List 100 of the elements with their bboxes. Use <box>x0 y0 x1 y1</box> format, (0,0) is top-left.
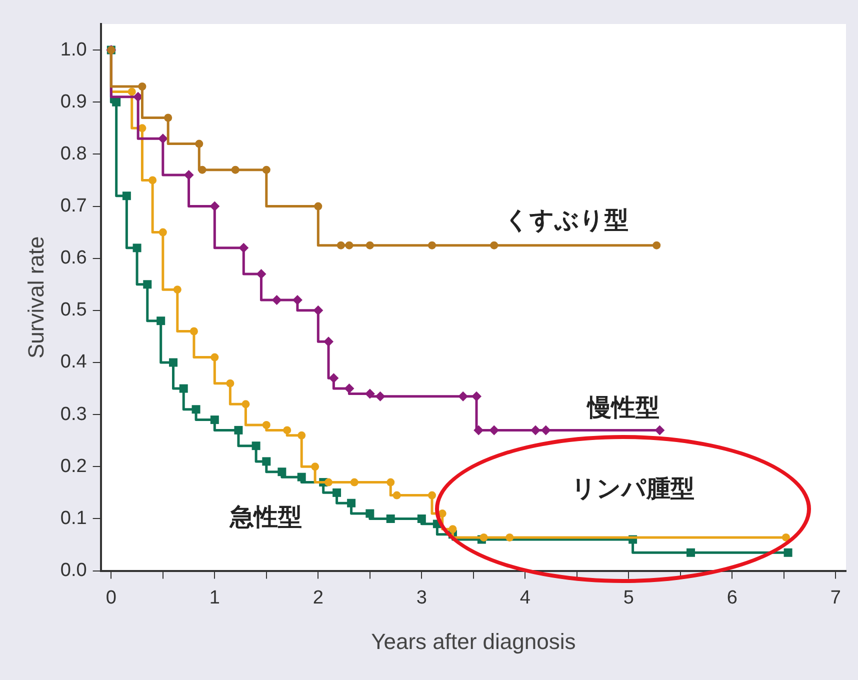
point <box>782 533 790 542</box>
point <box>332 488 342 497</box>
point <box>784 548 792 557</box>
point <box>184 170 194 180</box>
point <box>652 241 661 250</box>
point <box>364 388 375 399</box>
x-tick-label: 2 <box>312 587 324 608</box>
point <box>347 498 356 508</box>
series-label: リンパ腫型 <box>572 474 695 502</box>
point <box>190 327 198 336</box>
point <box>234 426 243 434</box>
point <box>272 295 282 306</box>
point <box>128 88 136 96</box>
series-label: 慢性型 <box>585 394 660 422</box>
point <box>298 431 306 440</box>
point <box>198 166 206 174</box>
y-tick-label: 0.3 <box>60 404 87 425</box>
point <box>530 425 541 436</box>
y-tick-label: 0.9 <box>60 91 87 112</box>
point <box>345 241 354 250</box>
point <box>148 176 157 184</box>
point <box>231 166 240 174</box>
point <box>242 400 250 408</box>
point <box>192 405 200 414</box>
y-tick-label: 0.7 <box>60 196 87 216</box>
y-tick-label: 0.8 <box>60 143 87 164</box>
point <box>292 295 302 306</box>
point <box>158 134 168 144</box>
y-axis-title: Survival rate <box>23 236 48 359</box>
point <box>458 391 468 402</box>
y-tick-label: 0.1 <box>60 508 87 529</box>
x-tick-label: 5 <box>623 587 634 608</box>
x-tick-label: 6 <box>726 587 738 608</box>
point <box>344 384 354 394</box>
point <box>283 426 292 434</box>
point <box>262 420 270 429</box>
y-tick-label: 1.0 <box>60 39 87 60</box>
point <box>112 98 121 106</box>
point <box>375 391 386 402</box>
x-tick-label: 7 <box>830 587 841 608</box>
x-tick-label: 1 <box>209 587 220 608</box>
point <box>474 425 484 436</box>
point <box>314 202 322 210</box>
point <box>156 316 166 326</box>
point <box>173 286 182 294</box>
point <box>252 442 260 450</box>
point <box>313 305 324 316</box>
point <box>386 514 395 523</box>
point <box>278 468 286 476</box>
point <box>210 416 219 424</box>
x-axis-title: Years after diagnosis <box>371 628 576 654</box>
x-tick-label: 3 <box>416 587 427 608</box>
point <box>169 358 178 367</box>
point <box>210 353 219 362</box>
point <box>324 478 333 486</box>
point <box>386 478 395 486</box>
point <box>392 491 401 500</box>
point <box>490 241 498 250</box>
point <box>366 509 374 518</box>
point <box>654 425 665 436</box>
point <box>179 384 188 393</box>
point <box>164 114 172 122</box>
point <box>210 201 220 212</box>
point <box>158 228 167 236</box>
y-tick-label: 0.5 <box>60 300 87 321</box>
point <box>238 242 249 253</box>
point <box>297 472 306 482</box>
point <box>480 533 488 542</box>
point <box>132 244 142 252</box>
x-tick-label: 4 <box>520 587 531 608</box>
point <box>122 192 131 200</box>
point <box>428 491 436 500</box>
point <box>506 533 514 542</box>
point <box>143 280 152 289</box>
series-label: 急性型 <box>229 502 302 531</box>
point <box>350 478 358 486</box>
point <box>428 241 436 250</box>
point <box>256 268 266 279</box>
y-tick-label: 0.6 <box>60 248 87 269</box>
point <box>448 525 457 534</box>
point <box>262 166 270 174</box>
point <box>328 373 339 384</box>
point <box>686 548 695 557</box>
point <box>540 425 551 436</box>
point <box>472 391 482 402</box>
point <box>262 457 271 466</box>
point <box>226 379 234 388</box>
point <box>336 241 345 250</box>
point <box>366 241 374 250</box>
point <box>195 140 204 148</box>
x-tick-label: 0 <box>106 587 116 608</box>
y-tick-label: 0.0 <box>60 560 87 582</box>
point <box>311 462 320 471</box>
point <box>138 82 146 90</box>
y-tick-label: 0.2 <box>60 456 87 477</box>
y-tick-label: 0.4 <box>60 352 88 373</box>
point <box>489 425 500 436</box>
point <box>324 336 334 347</box>
point <box>417 514 426 523</box>
series-label: くすぶり型 <box>504 206 628 234</box>
